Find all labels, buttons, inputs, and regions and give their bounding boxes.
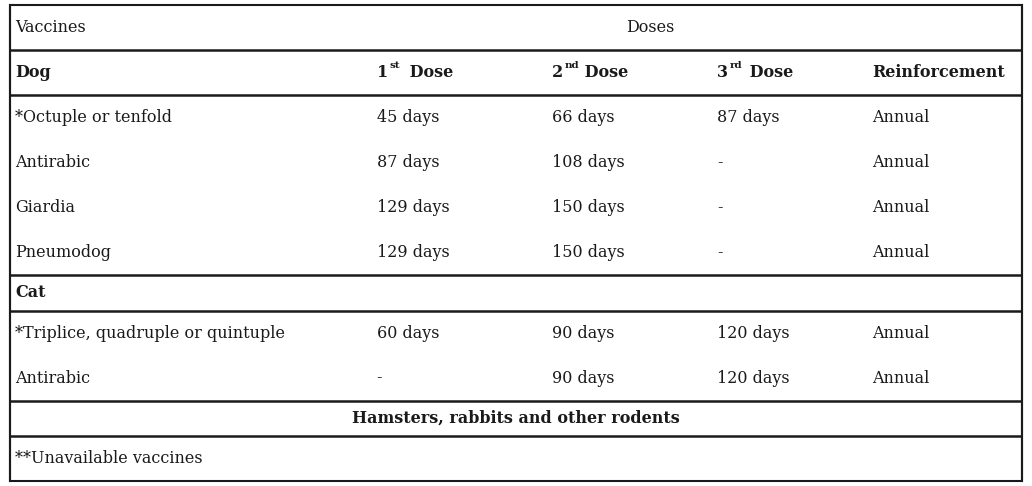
Text: 150 days: 150 days	[552, 199, 624, 216]
Text: Annual: Annual	[872, 369, 930, 386]
Text: 66 days: 66 days	[552, 109, 615, 126]
Text: *Octuple or tenfold: *Octuple or tenfold	[15, 109, 172, 126]
Text: Hamsters, rabbits and other rodents: Hamsters, rabbits and other rodents	[352, 410, 680, 427]
Text: 129 days: 129 days	[377, 244, 449, 261]
Text: 129 days: 129 days	[377, 199, 449, 216]
Text: **Unavailable vaccines: **Unavailable vaccines	[15, 450, 203, 467]
Text: 60 days: 60 days	[377, 325, 440, 342]
Text: st: st	[389, 61, 399, 70]
Text: -: -	[717, 199, 722, 216]
Text: Dose: Dose	[579, 64, 628, 81]
Text: Annual: Annual	[872, 154, 930, 171]
Text: 108 days: 108 days	[552, 154, 624, 171]
Text: -: -	[377, 369, 382, 386]
Text: 3: 3	[717, 64, 729, 81]
Text: Reinforcement: Reinforcement	[872, 64, 1005, 81]
Text: 45 days: 45 days	[377, 109, 440, 126]
Text: Dose: Dose	[404, 64, 453, 81]
Text: Annual: Annual	[872, 325, 930, 342]
Text: Cat: Cat	[15, 284, 46, 301]
Text: Annual: Annual	[872, 109, 930, 126]
Text: Dog: Dog	[15, 64, 52, 81]
Text: rd: rd	[730, 61, 742, 70]
Text: -: -	[717, 154, 722, 171]
Text: 87 days: 87 days	[377, 154, 440, 171]
Text: 120 days: 120 days	[717, 369, 789, 386]
Text: Annual: Annual	[872, 199, 930, 216]
Text: 90 days: 90 days	[552, 325, 615, 342]
Text: Dose: Dose	[744, 64, 794, 81]
Text: Antirabic: Antirabic	[15, 369, 91, 386]
Text: Pneumodog: Pneumodog	[15, 244, 111, 261]
Text: 1: 1	[377, 64, 388, 81]
Text: Doses: Doses	[626, 19, 674, 36]
Text: 2: 2	[552, 64, 563, 81]
Text: 150 days: 150 days	[552, 244, 624, 261]
Text: 120 days: 120 days	[717, 325, 789, 342]
Text: 87 days: 87 days	[717, 109, 780, 126]
Text: nd: nd	[565, 61, 579, 70]
Text: Vaccines: Vaccines	[15, 19, 87, 36]
Text: 90 days: 90 days	[552, 369, 615, 386]
Text: -: -	[717, 244, 722, 261]
Text: Antirabic: Antirabic	[15, 154, 91, 171]
Text: Annual: Annual	[872, 244, 930, 261]
Text: Giardia: Giardia	[15, 199, 75, 216]
Text: *Triplice, quadruple or quintuple: *Triplice, quadruple or quintuple	[15, 325, 286, 342]
